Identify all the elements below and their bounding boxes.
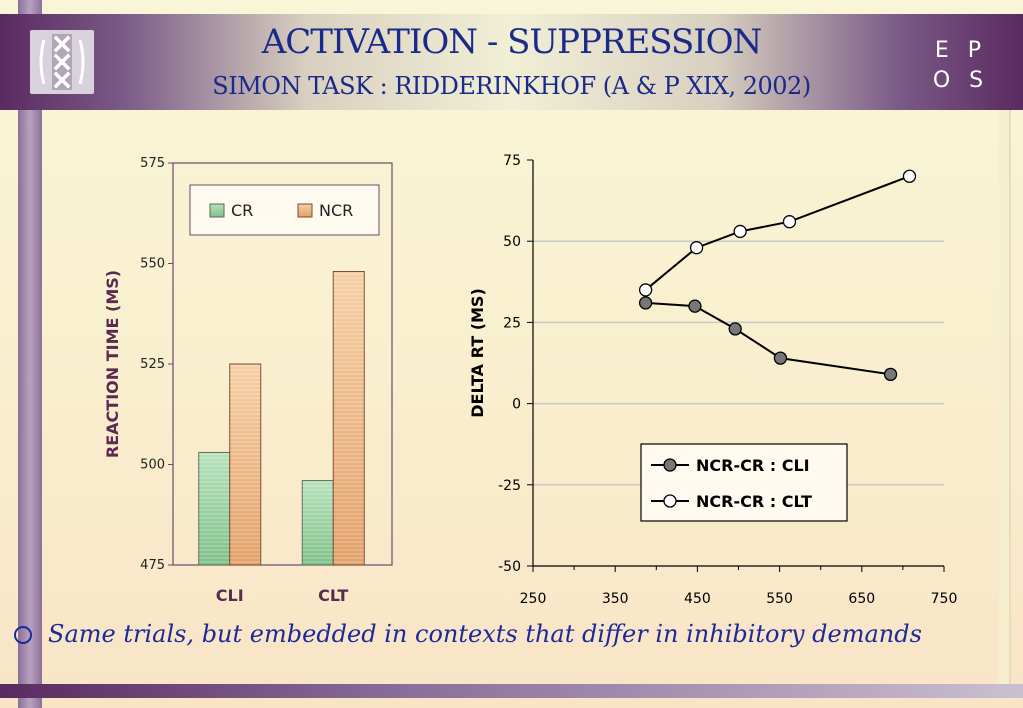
bar-y-axis-label: REACTION TIME (MS) <box>103 270 122 458</box>
line-y-tick-label: 75 <box>503 153 521 169</box>
bar-chart: 475 500 525 550 575 REACTION TIME (MS) CLI CLT C… <box>103 156 393 605</box>
line-legend-label: NCR-CR : CLT <box>696 492 812 511</box>
bar-y-tick-label: 475 <box>140 558 165 573</box>
page-subtitle: SIMON TASK : RIDDERINKHOF (A & P XIX, 20… <box>212 72 811 100</box>
bar-x-tick-label: CLI <box>216 586 244 605</box>
line-legend-box <box>640 443 848 522</box>
bar-hatch-cr-cli <box>198 452 230 565</box>
line-legend-label: NCR-CR : CLI <box>696 456 810 475</box>
university-logo <box>30 30 94 94</box>
bar-legend-label: CR <box>231 201 253 220</box>
line-y-tick-label: -25 <box>498 478 521 494</box>
bullet-point: Same trials, but embedded in contexts th… <box>14 620 1014 660</box>
bar-y-tick-label: 500 <box>140 458 165 473</box>
line-x-tick-label: 650 <box>848 591 875 607</box>
bullet-circle-icon <box>14 626 32 644</box>
bullet-text: Same trials, but embedded in contexts th… <box>48 620 922 648</box>
page-title: ACTIVATION - SUPPRESSION <box>261 22 763 62</box>
line-point-1 <box>773 351 788 365</box>
line-x-tick-label: 750 <box>931 591 958 607</box>
line-x-tick-label: 550 <box>766 591 793 607</box>
bar-ncr-cli <box>229 363 262 566</box>
left-decor-stripe <box>18 0 42 708</box>
line-legend-marker <box>663 494 677 508</box>
bar-hatch-cr-clt <box>302 480 334 565</box>
line-point-1 <box>883 367 898 382</box>
bar-legend-label: NCR <box>319 201 353 220</box>
right-decor-stripe <box>999 110 1009 690</box>
line-x-tick-label: 450 <box>684 591 711 607</box>
line-y-tick-label: 0 <box>512 397 521 413</box>
bar-x-tick-label: CLT <box>318 586 348 605</box>
line-series-1 <box>645 301 891 376</box>
brand-line-1: E P <box>934 38 988 63</box>
line-point-2 <box>902 169 917 183</box>
bar-plot-frame <box>172 162 393 566</box>
brand-mark: E P O S <box>931 36 991 96</box>
line-point-1 <box>728 322 742 336</box>
brand-line-2: O S <box>932 68 990 93</box>
bar-hatch-ncr-clt <box>333 271 365 565</box>
line-point-1 <box>638 296 653 310</box>
line-chart: -50 -25 0 25 50 75 250 350 450 550 650 750 DELTA RT … <box>468 153 957 607</box>
bar-legend-box <box>189 184 380 236</box>
line-y-tick-label: 25 <box>503 315 521 331</box>
bar-hatch-ncr-cli <box>229 364 261 565</box>
slide-header: ACTIVATION - SUPPRESSION SIMON TASK : RI… <box>0 14 1023 110</box>
line-point-2 <box>733 224 747 239</box>
bar-y-tick-label: 550 <box>140 257 165 272</box>
bar-y-tick-label: 525 <box>140 357 165 372</box>
line-series-2 <box>644 175 910 291</box>
line-point-2 <box>638 283 653 297</box>
line-point-2 <box>782 215 797 229</box>
bar-legend-swatch-ncr <box>297 203 313 218</box>
line-y-tick-label: 50 <box>503 234 521 250</box>
line-x-tick-label: 250 <box>520 591 547 607</box>
bar-cr-clt <box>301 480 334 566</box>
line-y-tick-label: -50 <box>498 559 521 575</box>
bar-legend-swatch-cr <box>209 203 225 218</box>
line-point-2 <box>689 241 704 255</box>
line-point-1 <box>688 299 702 313</box>
footer-bar <box>0 684 1023 698</box>
bar-cr-cli <box>198 451 231 566</box>
bar-ncr-clt <box>332 271 365 566</box>
line-y-axis-label: DELTA RT (MS) <box>468 288 487 418</box>
line-legend-marker <box>663 458 677 472</box>
bar-y-tick-label: 575 <box>140 156 165 171</box>
line-x-tick-label: 350 <box>602 591 629 607</box>
